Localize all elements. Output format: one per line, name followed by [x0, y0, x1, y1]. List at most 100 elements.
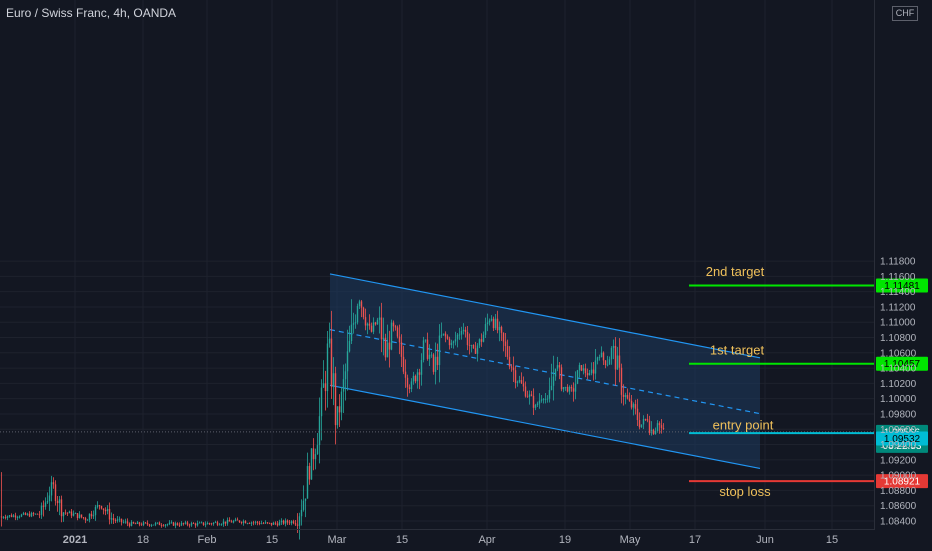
candle-body — [372, 322, 375, 332]
candle-body — [642, 419, 645, 425]
candle-body — [210, 523, 213, 525]
candle-body — [426, 339, 429, 359]
candle-body — [476, 345, 479, 354]
candle-body — [380, 317, 383, 340]
candle-body — [224, 521, 227, 524]
candle-body — [246, 523, 249, 525]
candle-body — [348, 341, 351, 352]
annotation-stop-loss: stop loss — [719, 484, 771, 499]
candle-body — [80, 514, 83, 518]
candle-body — [522, 383, 525, 387]
candle-body — [404, 371, 407, 378]
candle-body — [278, 522, 281, 526]
candle-body — [358, 301, 361, 307]
candle-body — [464, 329, 467, 332]
candle-body — [528, 394, 531, 397]
time-tick-label: May — [620, 534, 641, 546]
time-tick-label: Jun — [756, 534, 774, 546]
price-tick-label: 1.09200 — [880, 455, 917, 466]
candle-body — [64, 512, 67, 514]
candle-body — [282, 520, 285, 524]
currency-badge[interactable]: CHF — [892, 6, 918, 21]
candle-body — [632, 404, 635, 408]
candle-body — [214, 522, 217, 524]
candle-body — [482, 334, 485, 342]
candle-body — [244, 521, 247, 524]
candle-body — [128, 523, 131, 526]
candle-body — [498, 326, 501, 331]
candle-body — [396, 327, 399, 337]
time-tick-label: 2021 — [63, 534, 87, 546]
candle-body — [260, 523, 263, 525]
candle-body — [554, 368, 557, 377]
trade-levels[interactable]: 1.114811.104571.089211.0956603:22:531.09… — [0, 278, 928, 489]
candle-body — [154, 523, 157, 525]
candle-body — [376, 319, 379, 325]
candle-body — [604, 360, 607, 366]
candle-body — [538, 400, 541, 404]
candle-body — [418, 372, 421, 375]
candle-body — [332, 373, 335, 387]
candle-body — [24, 513, 27, 515]
candle-body — [410, 381, 413, 389]
candle-body — [6, 516, 9, 518]
candle-body — [56, 500, 59, 504]
candle-body — [14, 515, 17, 518]
candle-body — [324, 383, 327, 392]
candle-body — [434, 356, 437, 372]
candle-body — [602, 352, 605, 361]
candle-body — [228, 519, 231, 522]
candle-body — [344, 371, 347, 380]
candle-body — [638, 420, 641, 428]
candle-body — [76, 513, 79, 519]
candle-body — [258, 522, 261, 524]
level-price-label: 1.08921 — [884, 477, 921, 488]
candle-body — [148, 524, 151, 526]
price-scale[interactable] — [874, 0, 932, 530]
level-price-tag — [876, 474, 928, 489]
candle-body — [138, 522, 141, 525]
candle-body — [222, 521, 225, 525]
candle-body — [444, 333, 447, 337]
candle-body — [556, 365, 559, 369]
candle-body — [298, 516, 301, 526]
price-tick-label: 1.11200 — [880, 302, 916, 313]
candle-body — [600, 352, 603, 357]
candle-body — [72, 513, 75, 516]
candle-body — [562, 387, 565, 390]
candle-body — [616, 355, 619, 370]
candle-body — [514, 370, 517, 383]
candle-body — [144, 522, 147, 524]
candle-body — [570, 386, 573, 389]
price-tick-label: 1.10200 — [880, 379, 917, 390]
candle-body — [174, 523, 177, 526]
time-tick-label: 15 — [396, 534, 408, 546]
candle-body — [312, 448, 315, 460]
candle-body — [190, 523, 193, 526]
candle-body — [290, 521, 293, 524]
candle-body — [386, 342, 389, 358]
candle-body — [558, 365, 561, 368]
candle-body — [318, 416, 321, 446]
level-price-tag — [876, 356, 928, 371]
candle-body — [254, 521, 257, 523]
price-tick-label: 1.11800 — [880, 257, 916, 268]
candle-body — [256, 521, 259, 523]
candle-body — [436, 356, 439, 366]
candle-body — [610, 347, 613, 360]
time-tick-label: 19 — [559, 534, 571, 546]
time-scale[interactable] — [0, 529, 874, 551]
price-tick-label: 1.10000 — [880, 394, 917, 405]
candle-body — [420, 359, 423, 375]
candle-body — [644, 419, 647, 420]
candle-body — [362, 307, 365, 318]
candle-body — [452, 341, 455, 343]
candle-body — [286, 520, 289, 523]
candle-body — [440, 334, 443, 336]
candle-body — [106, 508, 109, 512]
candle-body — [250, 522, 253, 524]
candle-body — [484, 324, 487, 335]
candle-body — [114, 519, 117, 521]
candle-body — [364, 317, 367, 326]
